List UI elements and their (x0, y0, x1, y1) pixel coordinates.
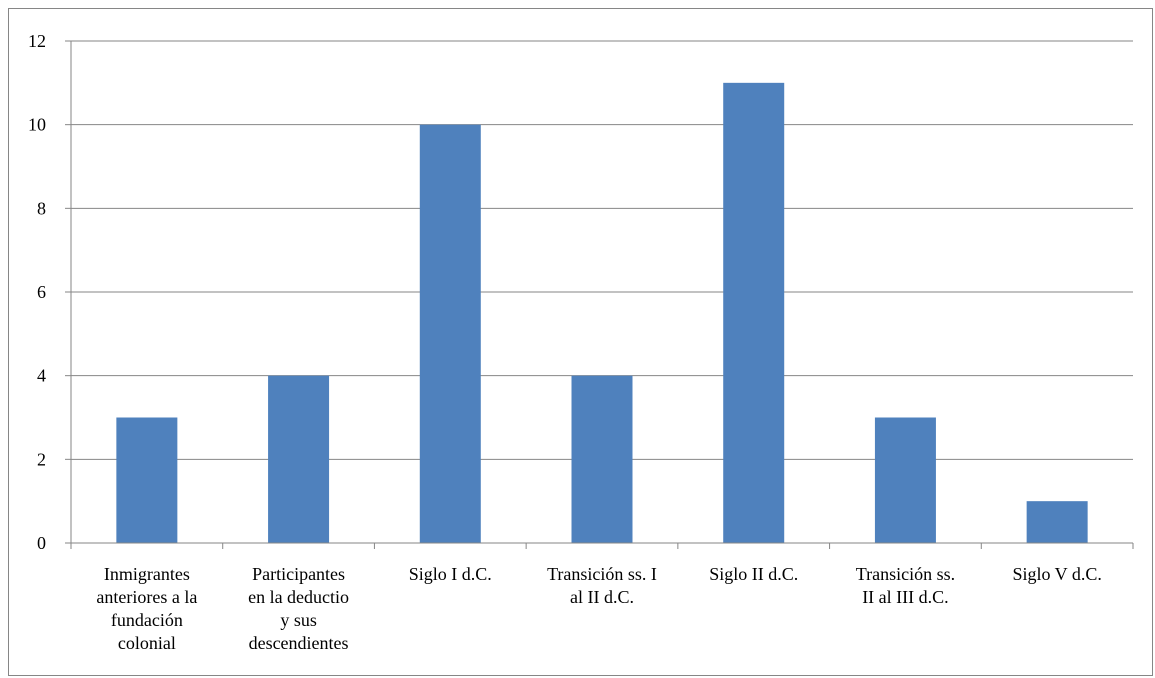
bar (1027, 501, 1088, 543)
y-tick-label: 10 (28, 115, 46, 135)
x-category-label: Inmigrantes anteriores a la fundación colon… (96, 564, 197, 653)
bar (116, 418, 177, 544)
bar (875, 418, 936, 544)
x-category-label: Siglo I d.C. (409, 564, 492, 584)
y-tick-label: 0 (37, 533, 46, 553)
y-tick-label: 4 (37, 366, 46, 386)
bar (723, 83, 784, 543)
bars (116, 83, 1087, 543)
y-tick-label: 12 (28, 31, 46, 51)
y-tick-label: 6 (37, 282, 46, 302)
x-category-label: Transición ss. II al III d.C. (856, 564, 955, 607)
x-category-labels: Inmigrantes anteriores a la fundación colon… (96, 564, 1101, 653)
x-category-label: Participantes en la deductio y sus descendi… (248, 564, 349, 653)
y-tick-labels: 0 2 4 6 8 10 12 (28, 31, 46, 553)
x-category-label: Siglo V d.C. (1012, 564, 1101, 584)
bar (268, 376, 329, 543)
bar (572, 376, 633, 543)
y-tick-label: 2 (37, 449, 46, 469)
bar (420, 125, 481, 543)
x-category-label: Siglo II d.C. (709, 564, 798, 584)
y-tick-label: 8 (37, 198, 46, 218)
